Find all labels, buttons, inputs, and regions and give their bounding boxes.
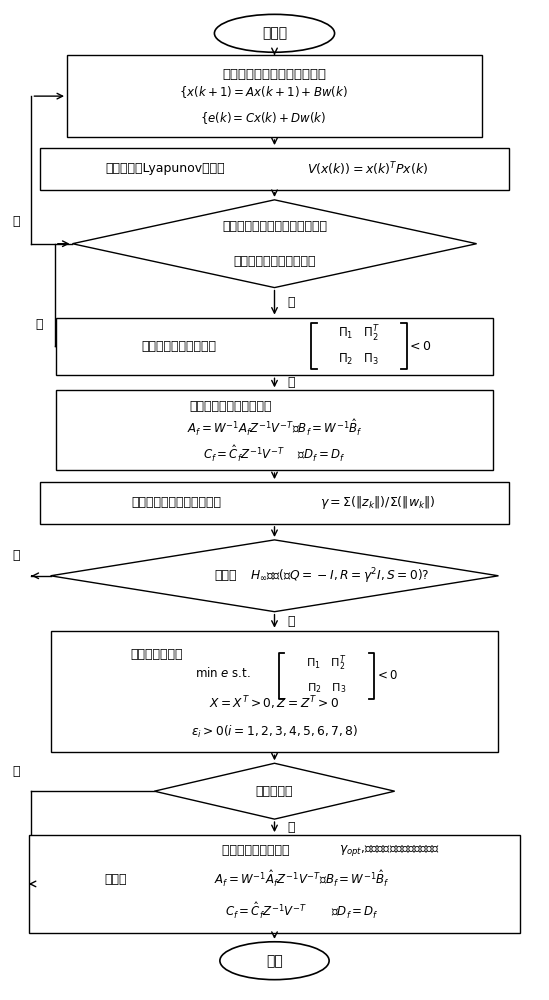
Text: $\Pi_1 \quad \Pi_2^T$: $\Pi_1 \quad \Pi_2^T$ <box>306 653 346 673</box>
FancyBboxPatch shape <box>56 390 493 470</box>
Text: $\gamma=\Sigma(\|z_k\|)/\Sigma(\|w_k\|)$: $\gamma=\Sigma(\|z_k\|)/\Sigma(\|w_k\|)$ <box>321 494 436 511</box>
Text: 求解优化问题：: 求解优化问题： <box>131 648 183 661</box>
Text: $A_f=W^{-1}\hat{A}_f Z^{-1}V^{-T}$，$B_f=W^{-1}\hat{B}_f$: $A_f=W^{-1}\hat{A}_f Z^{-1}V^{-T}$，$B_f=… <box>214 869 390 889</box>
Text: $H_\infty$控制(即$Q=-I,R=\gamma^2 I,S=0$)?: $H_\infty$控制(即$Q=-I,R=\gamma^2 I,S=0$)? <box>250 566 430 586</box>
FancyBboxPatch shape <box>51 631 498 752</box>
FancyBboxPatch shape <box>67 55 482 137</box>
Text: 是否有解？: 是否有解？ <box>256 785 293 798</box>
Text: 存在的充分条件是否满足: 存在的充分条件是否满足 <box>233 255 316 268</box>
Text: 否: 否 <box>13 549 20 562</box>
Text: $A_f=W^{-1}A_f Z^{-1}V^{-T}$，$B_f=W^{-1}\hat{B}_f$: $A_f=W^{-1}A_f Z^{-1}V^{-T}$，$B_f=W^{-1}… <box>187 418 362 438</box>
Text: $\varepsilon_i>0(i=1,2,3,4,5,6,7,8)$: $\varepsilon_i>0(i=1,2,3,4,5,6,7,8)$ <box>191 724 358 740</box>
Ellipse shape <box>220 942 329 980</box>
Text: 否: 否 <box>13 215 20 228</box>
Text: $C_f=\hat{C}_f Z^{-1}V^{-T}$    ，$D_f=D_f$: $C_f=\hat{C}_f Z^{-1}V^{-T}$ ，$D_f=D_f$ <box>203 444 346 464</box>
Text: 是: 是 <box>287 615 295 628</box>
FancyBboxPatch shape <box>29 835 520 933</box>
Text: 是否为: 是否为 <box>214 569 237 582</box>
Text: 求出对应的系统性能指标：: 求出对应的系统性能指标： <box>131 496 221 509</box>
Text: 退出: 退出 <box>266 954 283 968</box>
Polygon shape <box>72 200 477 288</box>
Text: min $e$ s.t.: min $e$ s.t. <box>195 666 250 680</box>
Text: $\Pi_1 \quad \Pi_2^T$: $\Pi_1 \quad \Pi_2^T$ <box>338 324 380 344</box>
Text: 构造合适的Lyapunov函数：: 构造合适的Lyapunov函数： <box>105 162 225 175</box>
Text: $\gamma_{opt}$,求出优化非脆弱耗散滤波器: $\gamma_{opt}$,求出优化非脆弱耗散滤波器 <box>339 843 440 858</box>
Text: $X=X^T>0, Z=Z^T>0$: $X=X^T>0, Z=Z^T>0$ <box>210 695 339 712</box>
Text: $\Pi_2 \quad \Pi_3$: $\Pi_2 \quad \Pi_3$ <box>338 352 380 367</box>
Polygon shape <box>51 540 498 612</box>
Text: 非脆弱耗散滤波器参数：: 非脆弱耗散滤波器参数： <box>189 400 272 413</box>
Ellipse shape <box>215 14 334 52</box>
FancyBboxPatch shape <box>40 482 509 524</box>
Text: 建立网络化滤波误差系统模型: 建立网络化滤波误差系统模型 <box>222 68 327 81</box>
Text: 参数：: 参数： <box>105 873 127 886</box>
Text: 求解线性矩阵不等式：: 求解线性矩阵不等式： <box>142 340 216 353</box>
Text: $\{e(k)=Cx(k)+Dw(k)$: $\{e(k)=Cx(k)+Dw(k)$ <box>200 110 327 126</box>
Polygon shape <box>154 763 395 819</box>
Text: 否: 否 <box>13 765 20 778</box>
FancyBboxPatch shape <box>56 318 493 375</box>
Text: $\Pi_2 \quad \Pi_3$: $\Pi_2 \quad \Pi_3$ <box>307 682 346 695</box>
Text: 初始化: 初始化 <box>262 26 287 40</box>
Text: 是: 是 <box>287 296 295 309</box>
Text: 是: 是 <box>287 821 295 834</box>
Text: 优化最小扰动抑制率: 优化最小扰动抑制率 <box>222 844 294 857</box>
Text: 是: 是 <box>287 376 295 389</box>
Text: 系统均方指数稳定和耗散滤波器: 系统均方指数稳定和耗散滤波器 <box>222 220 327 233</box>
Text: $\{x(k+1)=Ax(k+1)+Bw(k)$: $\{x(k+1)=Ax(k+1)+Bw(k)$ <box>179 84 348 100</box>
FancyBboxPatch shape <box>40 148 509 190</box>
Text: $< 0$: $< 0$ <box>375 669 398 682</box>
Text: $V(x(k))=x(k)^T Px(k)$: $V(x(k))=x(k)^T Px(k)$ <box>307 160 428 178</box>
Text: $< 0$: $< 0$ <box>407 340 432 353</box>
Text: 否: 否 <box>36 318 43 331</box>
Text: $C_f=\hat{C}_f Z^{-1}V^{-T}$       ，$D_f=D_f$: $C_f=\hat{C}_f Z^{-1}V^{-T}$ ，$D_f=D_f$ <box>225 901 379 921</box>
